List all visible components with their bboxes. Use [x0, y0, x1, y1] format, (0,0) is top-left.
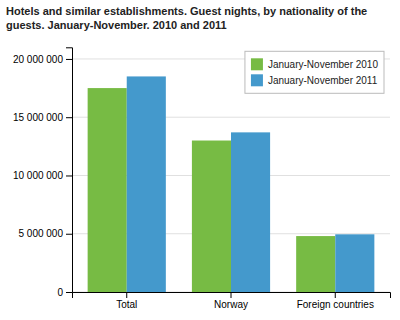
title: Hotels and similar establishments. Guest… [6, 5, 367, 31]
y-tick: 0 [57, 287, 72, 298]
y-tick-label: 10 000 000 [13, 170, 63, 181]
x-tick-label: Total [116, 299, 137, 310]
grid [72, 59, 390, 292]
y-tick: 15 000 000 [13, 112, 72, 123]
legend-label: January-November 2010 [268, 59, 378, 70]
y-tick-mark [66, 292, 72, 293]
bar [88, 88, 127, 292]
y-tick-label: 5 000 000 [19, 228, 64, 239]
x-tick-mark [231, 292, 232, 298]
x-tick-mark [126, 292, 127, 298]
y-tick-mark [66, 234, 72, 235]
x-tick: Total [116, 292, 137, 310]
x-tick-mark [335, 292, 336, 298]
y-axis-line [66, 48, 73, 293]
x-axis: Total Norway Foreign countries [73, 292, 391, 310]
legend: January-November 2010 January-November 20… [245, 51, 384, 93]
y-tick-mark [66, 59, 72, 60]
x-tick-label: Foreign countries [297, 299, 374, 310]
bars [88, 76, 375, 292]
x-tick: Foreign countries [297, 292, 374, 310]
legend-item: January-November 2010 [251, 58, 378, 70]
x-tick-label: Norway [214, 299, 248, 310]
bar [231, 132, 270, 292]
x-axis-line [73, 293, 391, 299]
bar [127, 76, 166, 292]
y-tick: 20 000 000 [13, 54, 72, 65]
bar-series [127, 76, 375, 292]
y-tick-mark [66, 175, 72, 176]
legend-item: January-November 2011 [251, 74, 378, 86]
y-tick-label: 0 [57, 287, 63, 298]
y-tick-label: 20 000 000 [13, 54, 63, 65]
y-axis: 0 5 000 000 10 000 000 15 000 000 20 000 000 [13, 48, 73, 298]
legend-box [245, 51, 384, 93]
plot-area: 0 5 000 000 10 000 000 15 000 000 20 000 000… [13, 48, 391, 310]
title-line: guests. January-November. 2010 and 2011 [6, 19, 227, 31]
x-tick: Norway [214, 292, 248, 310]
title-line: Hotels and similar establishments. Guest… [6, 5, 367, 17]
bar [296, 236, 335, 292]
chart: Hotels and similar establishments. Guest… [0, 0, 400, 320]
bar [335, 234, 374, 292]
y-tick-mark [66, 117, 72, 118]
y-tick: 10 000 000 [13, 170, 72, 181]
y-tick-label: 15 000 000 [13, 112, 63, 123]
legend-swatch [251, 74, 263, 86]
bar [192, 141, 231, 292]
y-tick: 5 000 000 [19, 228, 73, 239]
legend-swatch [251, 58, 263, 70]
legend-label: January-November 2011 [268, 75, 378, 86]
bar-series [88, 88, 336, 292]
